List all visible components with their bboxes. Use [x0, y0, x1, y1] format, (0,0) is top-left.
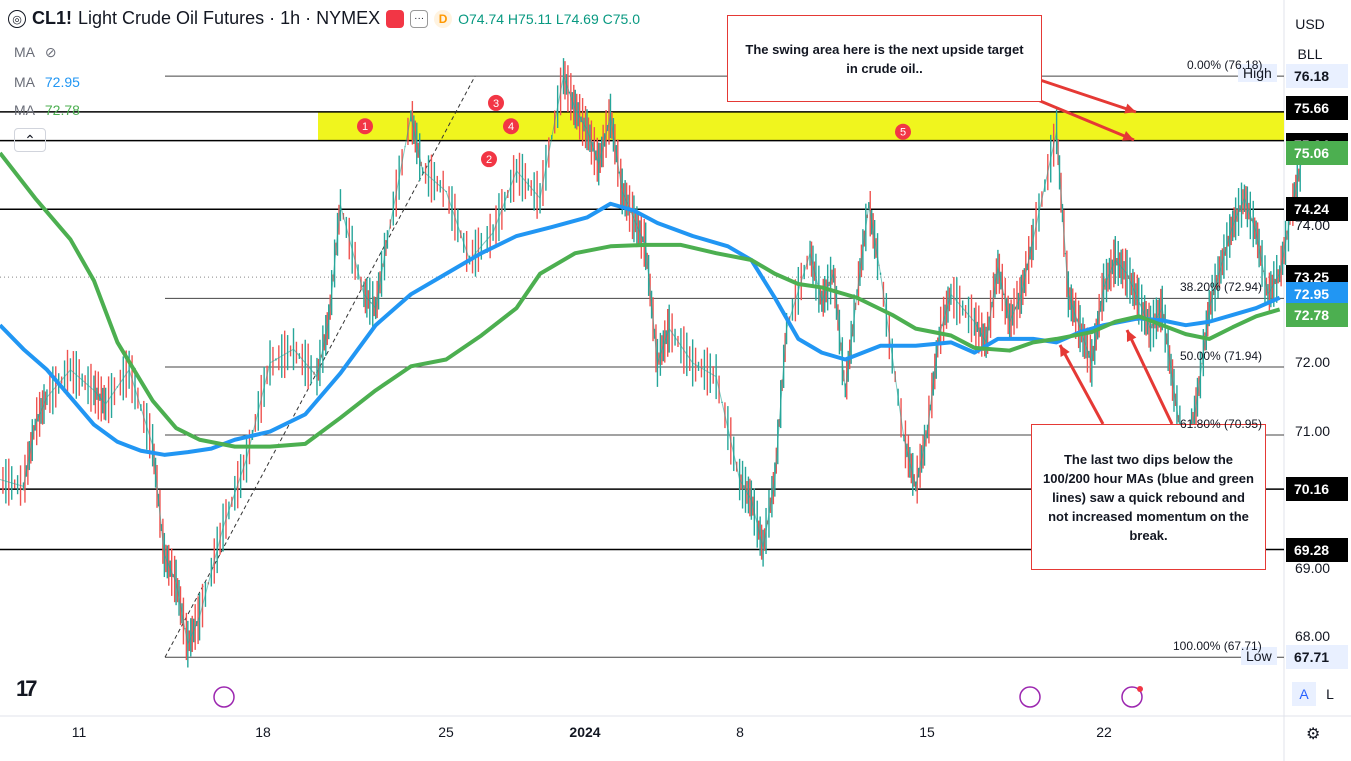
price-label: 75.06 — [1286, 141, 1348, 165]
annotation-arrow — [1058, 344, 1105, 425]
price-label: 74.24 — [1286, 197, 1348, 222]
fib-label: 38.20% (72.94) — [1180, 280, 1263, 295]
price-tick: 74.00 — [1295, 216, 1331, 233]
market-status-icon[interactable] — [386, 9, 405, 28]
tradingview-logo-icon[interactable]: 17 — [16, 676, 38, 701]
annotation-arrow-head — [1122, 131, 1134, 141]
chart-title[interactable]: Light Crude Oil Futures · 1h · NYMEX — [78, 8, 381, 28]
price-label: 70.16 — [1286, 477, 1348, 502]
swing-marker — [895, 123, 911, 140]
event-icon — [1121, 686, 1143, 708]
chart-header: ◎ CL1! Light Crude Oil Futures · 1h · NY… — [8, 8, 640, 29]
symbol-logo-icon[interactable]: ◎ — [8, 9, 26, 28]
swing-marker — [488, 94, 504, 111]
swing-marker-label: 4 — [508, 121, 514, 133]
time-tick: 22 — [1096, 724, 1112, 740]
price-tick: 69.00 — [1295, 559, 1331, 576]
fib-label: 61.80% (70.95) — [1180, 416, 1263, 431]
annotation-arrow-head — [1126, 330, 1137, 342]
price-label: 75.66 — [1286, 95, 1348, 120]
time-tick: 18 — [255, 724, 271, 740]
price-tick: 72.00 — [1295, 353, 1331, 370]
ma-row-3[interactable]: MA 72.78 — [14, 102, 80, 118]
price-tick: 68.00 — [1295, 628, 1331, 645]
event-dot — [1137, 686, 1143, 692]
price-label: 72.78 — [1286, 303, 1348, 328]
annotation-arrow — [1125, 329, 1174, 425]
event-icon — [213, 686, 235, 708]
swing-zone — [318, 111, 1284, 141]
swing-marker-label: 1 — [362, 121, 368, 133]
time-tick: 15 — [919, 724, 935, 740]
price-label: 72.95 — [1286, 281, 1348, 306]
ma-100-line — [0, 201, 1281, 457]
symbol-name[interactable]: CL1! — [32, 8, 72, 28]
time-tick: 2024 — [569, 724, 601, 740]
price-label: 67.71 — [1286, 645, 1348, 670]
ohlc-readout: O74.74 H75.11 L74.69 C75.0 — [458, 10, 640, 27]
ma-row-2[interactable]: MA 72.95 — [14, 74, 80, 90]
swing-marker-label: 3 — [493, 98, 499, 110]
fib-label: 100.00% (67.71) — [1173, 639, 1262, 654]
log-scale-button[interactable]: L — [1326, 686, 1334, 702]
price-tick: 71.00 — [1295, 422, 1331, 439]
ma-row-1[interactable]: MA ⊘ — [14, 44, 57, 60]
chevron-up-icon[interactable]: ⌃ — [14, 128, 46, 152]
eye-off-icon[interactable]: ⊘ — [44, 44, 57, 60]
price-label: 73.25 — [1286, 265, 1348, 290]
event-icon — [1019, 686, 1041, 708]
annotation-arrow-head — [1124, 103, 1136, 114]
ma-100-value: 72.95 — [44, 74, 80, 90]
swing-marker — [481, 151, 497, 168]
ma-200-line — [0, 151, 1281, 449]
currency-selector[interactable]: USD — [1295, 16, 1325, 32]
time-tick: 25 — [438, 724, 454, 740]
auto-scale-button[interactable]: A — [1292, 682, 1316, 706]
swing-marker — [357, 118, 373, 135]
fib-label: 0.00% (76.18) — [1187, 58, 1263, 73]
low-tag: Low — [1241, 647, 1277, 665]
price-label: 76.18 — [1286, 64, 1348, 89]
annotation-arrow — [1032, 96, 1135, 142]
annotation-arrow-head — [1060, 345, 1070, 357]
price-label: 69.28 — [1286, 537, 1348, 562]
swing-marker — [503, 118, 519, 135]
annotation-top[interactable]: The swing area here is the next upside t… — [727, 15, 1042, 102]
annotation-arrow — [1039, 78, 1137, 114]
time-tick: 8 — [736, 724, 744, 740]
unit-selector[interactable]: BLL — [1297, 46, 1323, 62]
settings-gear-icon[interactable]: ⚙ — [1306, 726, 1321, 743]
time-tick: 11 — [71, 724, 87, 740]
swing-marker-label: 2 — [486, 154, 492, 166]
more-options-icon[interactable]: ··· — [410, 9, 429, 28]
annotation-bottom[interactable]: The last two dips below the 100/200 hour… — [1031, 424, 1266, 570]
d-badge[interactable]: D — [434, 9, 453, 28]
swing-marker-label: 5 — [900, 127, 906, 139]
price-series-line — [0, 74, 1304, 646]
ma-200-value: 72.78 — [44, 102, 80, 118]
high-tag: High — [1238, 64, 1277, 82]
fib-label: 50.00% (71.94) — [1180, 349, 1263, 364]
